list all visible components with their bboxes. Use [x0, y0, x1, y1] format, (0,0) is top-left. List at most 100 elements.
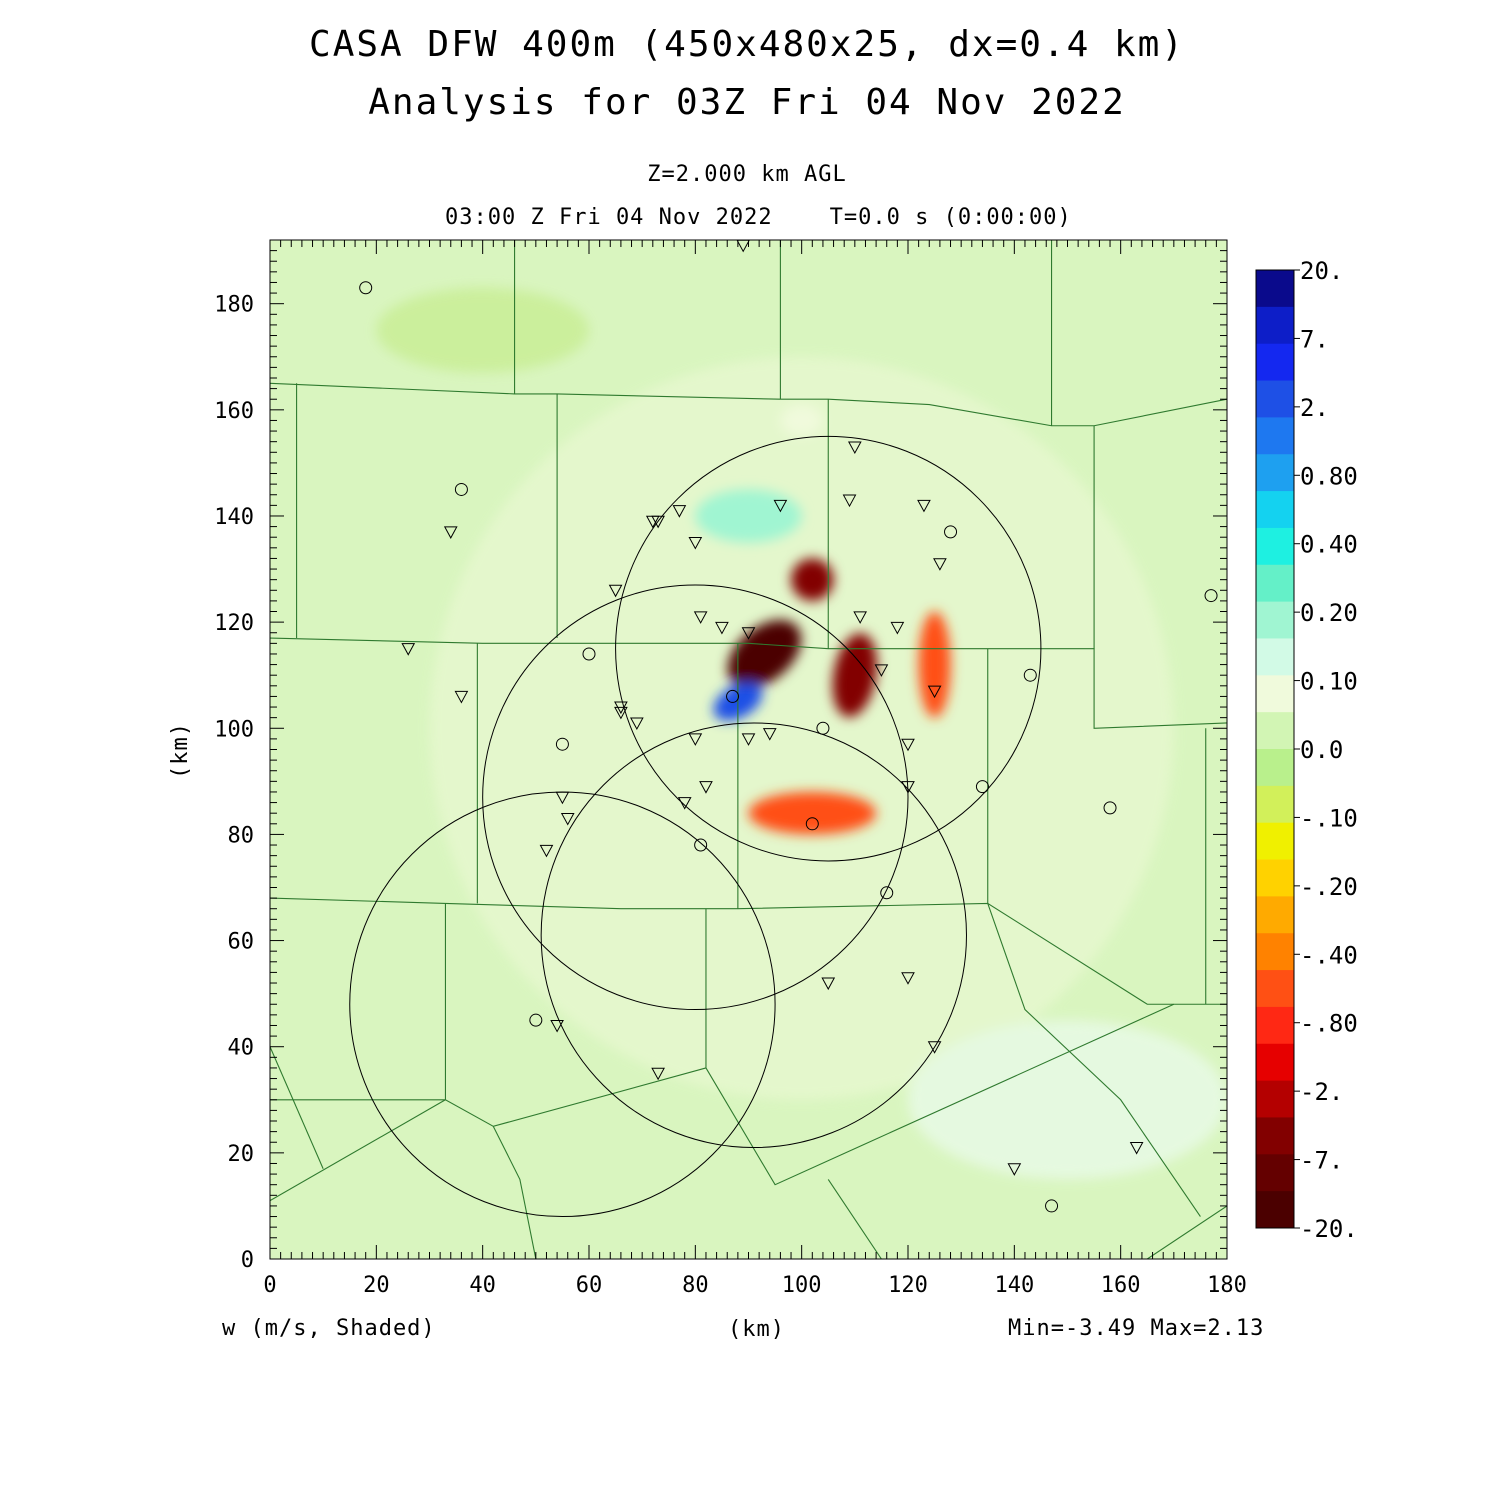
colorbar-segment: [1256, 785, 1294, 824]
station-circle-marker: [582, 647, 596, 661]
station-triangle-marker: [630, 717, 644, 731]
station-triangle-marker: [821, 977, 836, 991]
x-tick-label: 100: [782, 1273, 822, 1298]
colorbar-segment: [1256, 712, 1294, 750]
w-shading-blob: [748, 791, 877, 835]
y-tick-label: 140: [214, 505, 254, 530]
colorbar-segment: [1256, 380, 1294, 418]
station-circle-marker: [880, 886, 894, 900]
y-tick-label: 120: [214, 611, 254, 636]
w-shading-blob: [695, 489, 802, 543]
x-tick-label: 0: [263, 1273, 276, 1298]
colorbar-label: -.40: [1300, 941, 1358, 969]
station-triangle-marker: [672, 505, 687, 518]
radar-range-circle: [615, 435, 1042, 862]
county-boundary: [492, 1126, 537, 1259]
x-tick-label: 180: [1207, 1273, 1247, 1298]
colorbar-segment: [1256, 1006, 1294, 1045]
radar-range-circle: [482, 584, 909, 1011]
w-shading-blob: [727, 619, 802, 689]
time-label: 03:00 Z Fri 04 Nov 2022 T=0.0 s (0:00:00…: [445, 205, 1072, 230]
y-tick-label: 160: [214, 399, 254, 424]
colorbar-label: 2.: [1300, 394, 1329, 422]
station-circle-marker: [694, 838, 708, 852]
station-circle-marker: [726, 689, 740, 703]
station-circle-marker: [555, 737, 569, 751]
y-tick-label: 80: [228, 823, 255, 848]
colorbar-segment: [1256, 1154, 1294, 1192]
station-triangle-marker: [693, 611, 708, 624]
station-triangle-marker: [874, 664, 889, 677]
station-triangle-marker: [715, 621, 729, 635]
county-boundary: [270, 1003, 1175, 1186]
level-label: Z=2.000 km AGL: [647, 162, 847, 187]
station-triangle-marker: [401, 643, 416, 656]
station-triangle-marker: [651, 1067, 665, 1081]
x-tick-label: 40: [469, 1273, 496, 1298]
x-tick-label: 140: [994, 1273, 1034, 1298]
w-shading-blob: [780, 404, 823, 437]
station-circle-marker: [1204, 589, 1218, 603]
colorbar-label: 0.10: [1300, 668, 1358, 696]
station-triangle-marker: [677, 797, 692, 810]
colorbar-segment: [1256, 638, 1294, 676]
y-tick-label: 100: [214, 717, 254, 742]
station-triangle-marker: [773, 499, 788, 513]
county-boundary: [987, 903, 1201, 1217]
radar-range-circle: [540, 722, 967, 1149]
station-triangle-marker: [927, 685, 942, 699]
colorbar-segment: [1256, 1080, 1294, 1118]
station-circle-marker: [944, 525, 958, 539]
station-circle-marker: [454, 482, 468, 496]
colorbar-segment: [1256, 859, 1294, 897]
station-triangle-marker: [917, 499, 931, 513]
colorbar-label: -7.: [1300, 1147, 1343, 1175]
colorbar-segment: [1256, 564, 1294, 603]
station-triangle-marker: [688, 537, 703, 550]
colorbar-segment: [1256, 417, 1294, 455]
station-triangle-marker: [608, 584, 623, 598]
colorbar-label: -.20: [1300, 873, 1358, 901]
x-axis-label: (km): [728, 1317, 785, 1342]
station-circle-marker: [359, 281, 373, 295]
w-shading-blob: [832, 633, 878, 718]
station-circle-marker: [1103, 801, 1117, 815]
x-tick-label: 20: [363, 1273, 390, 1298]
station-triangle-marker: [762, 728, 777, 741]
station-circle-marker: [975, 780, 989, 794]
colorbar-segment: [1256, 970, 1294, 1008]
station-circle-marker: [816, 721, 830, 735]
county-boundary: [270, 1099, 446, 1202]
colorbar-segment: [1256, 749, 1294, 787]
colorbar-label: -.10: [1300, 804, 1358, 832]
colorbar-label: 0.20: [1300, 599, 1358, 627]
colorbar-segment: [1256, 454, 1294, 492]
colorbar-segment: [1256, 601, 1294, 639]
station-triangle-marker: [539, 844, 554, 858]
county-boundary: [270, 637, 1227, 729]
w-shading-blob: [791, 558, 834, 601]
colorbar-segment: [1256, 306, 1294, 345]
station-triangle-marker: [741, 627, 756, 640]
station-triangle-marker: [933, 558, 947, 571]
x-tick-label: 120: [888, 1273, 928, 1298]
variable-label: w (m/s, Shaded): [222, 1316, 436, 1341]
station-triangle-marker: [1007, 1163, 1022, 1176]
min-max-label: Min=-3.49 Max=2.13: [1008, 1316, 1265, 1341]
station-triangle-marker: [901, 972, 915, 985]
weak-field-zone: [908, 1020, 1227, 1180]
station-triangle-marker: [614, 706, 628, 720]
county-boundary: [1146, 1205, 1227, 1259]
y-tick-label: 0: [241, 1248, 254, 1273]
colorbar-label: -2.: [1300, 1078, 1343, 1106]
station-triangle-marker: [454, 690, 469, 704]
station-triangle-marker: [853, 611, 867, 624]
colorbar-label: 0.80: [1300, 462, 1358, 490]
y-axis-label: (km): [167, 722, 193, 779]
station-triangle-marker: [847, 441, 862, 455]
colorbar-segment: [1256, 1043, 1294, 1082]
colorbar-label: 0.0: [1300, 736, 1343, 764]
station-triangle-marker: [560, 812, 575, 826]
colorbar-segment: [1256, 675, 1294, 713]
county-boundary: [827, 1179, 882, 1259]
